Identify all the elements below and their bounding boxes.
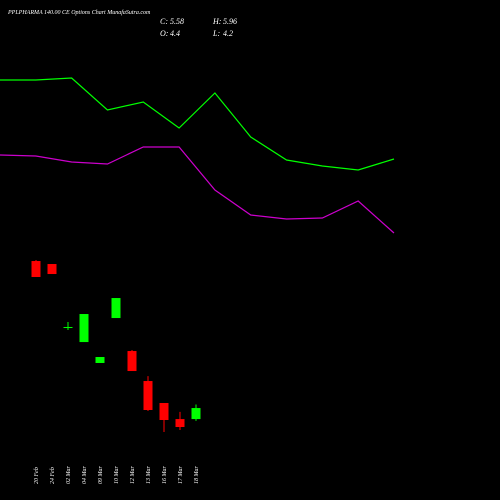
candle-body <box>47 264 57 275</box>
x-tick-label: 12 Mar <box>130 466 136 484</box>
chart-title: PPLPHARMA 140.00 CE Options Chart Munafa… <box>7 9 151 16</box>
ohlc-label: L: <box>212 29 220 38</box>
x-tick-label: 24 Feb <box>49 467 56 484</box>
x-tick-label: 13 Mar <box>146 466 152 484</box>
candle-body <box>143 381 153 410</box>
ohlc-label: O: <box>160 29 169 38</box>
ohlc-value: 5.58 <box>170 17 184 26</box>
candle-body <box>159 402 169 420</box>
candle-body <box>31 261 41 278</box>
x-tick-label: 18 Mar <box>194 466 200 484</box>
ohlc-value: 4.2 <box>223 29 233 38</box>
x-tick-label: 20 Feb <box>34 467 40 484</box>
ohlc-label: C: <box>160 17 168 26</box>
candle-body <box>127 351 137 372</box>
line-series <box>0 146 395 234</box>
ohlc-value: 4.4 <box>170 29 180 38</box>
x-tick-label: 16 Mar <box>162 466 168 484</box>
x-tick-label: 04 Mar <box>81 466 88 484</box>
x-tick-label: 09 Mar <box>98 466 104 484</box>
candle-body <box>95 357 105 363</box>
candle-body <box>63 327 73 329</box>
ohlc-value: 5.96 <box>223 17 237 26</box>
candle-body <box>175 419 185 428</box>
candle-body <box>191 408 201 420</box>
ohlc-label: H: <box>212 17 222 26</box>
candle-body <box>111 298 121 319</box>
x-tick-label: 02 Mar <box>66 466 72 484</box>
line-series <box>0 77 395 171</box>
x-tick-label: 17 Mar <box>178 466 184 484</box>
x-tick-label: 10 Mar <box>114 466 120 484</box>
candle-body <box>79 314 89 343</box>
